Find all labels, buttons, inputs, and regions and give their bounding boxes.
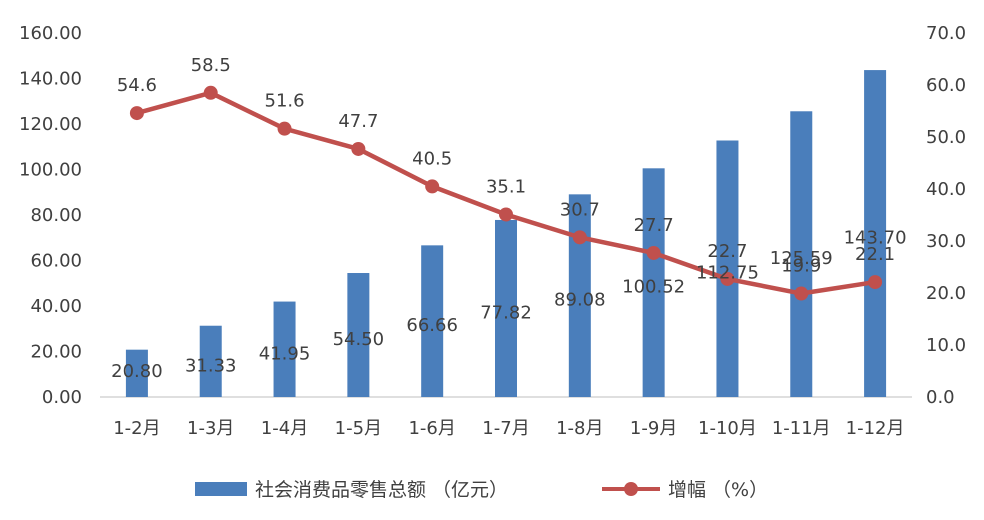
line-data-label: 19.9 [781,256,821,277]
bar [421,245,444,397]
bar [125,349,148,397]
line-data-labels: 54.6 58.5 51.6 47.7 40.5 35.1 30.7 27.7 22.7 19.9… [117,55,895,277]
x-axis-tick-label: 1-12月 [846,418,905,439]
bar-data-label: 20.80 [111,361,163,382]
line-marker [129,106,144,121]
right-axis-tick-label: 20.0 [926,283,966,304]
x-axis-ticks: 1-2月 1-3月 1-4月 1-5月 1-6月 1-7月 1-8月 1-9月 1-10月 1-1… [113,418,904,439]
bar-data-label: 100.52 [622,277,685,298]
line-marker [868,275,883,290]
right-axis-tick-label: 30.0 [926,231,966,252]
x-axis-tick-label: 1-7月 [482,418,529,439]
line-series [129,85,883,301]
left-axis-ticks: 0.00 20.00 40.00 60.00 80.00 100.00 120.00 140.… [19,23,82,408]
bar-data-label: 89.08 [554,290,606,311]
line-marker [425,179,440,194]
bar-data-label: 77.82 [480,302,532,323]
bar [495,219,517,397]
line-marker [572,230,587,245]
bar-data-label: 54.50 [333,329,385,350]
x-axis-tick-label: 1-8月 [556,418,603,439]
line-data-label: 30.7 [560,199,600,220]
bar-data-label: 143.70 [844,228,907,249]
right-axis-tick-label: 60.0 [926,75,966,96]
bar [199,325,222,397]
left-axis-tick-label: 0.00 [42,387,82,408]
left-axis-tick-label: 40.00 [30,296,82,317]
line-data-label: 40.5 [412,148,452,169]
bar [864,70,887,398]
bar-data-labels: 20.80 31.33 41.95 54.50 66.66 77.82 89.08 100.5… [111,228,906,382]
x-axis-tick-label: 1-3月 [187,418,234,439]
right-axis-ticks: 0.0 10.0 20.0 30.0 40.0 50.0 60.0 70.0 [926,23,966,408]
line-data-label: 54.6 [117,75,157,96]
line-marker [351,141,366,156]
left-axis-tick-label: 60.00 [30,251,82,272]
bar-data-label: 125.59 [770,248,833,269]
legend-bar-swatch [195,482,247,496]
bar-data-label: 112.75 [696,263,759,284]
left-axis-tick-label: 140.00 [19,69,82,90]
line-marker [646,245,661,260]
line-data-label: 22.7 [707,241,747,262]
line-data-label: 58.5 [191,55,231,76]
bar [790,111,813,398]
line-data-label: 27.7 [634,215,674,236]
line-marker [499,207,513,222]
bar-data-label: 66.66 [406,315,458,336]
left-axis-tick-label: 100.00 [19,160,82,181]
x-axis-tick-label: 1-10月 [698,418,757,439]
left-axis-tick-label: 120.00 [19,114,82,135]
line-data-label: 51.6 [265,91,305,112]
right-axis-tick-label: 40.0 [926,179,966,200]
bar-data-label: 41.95 [259,343,311,364]
bar [347,273,370,397]
legend-line-label: 增幅 （%） [668,479,768,501]
bar-data-label: 31.33 [185,355,237,376]
right-axis-tick-label: 10.0 [926,335,966,356]
line-marker [720,271,735,286]
x-axis-tick-label: 1-4月 [261,418,308,439]
right-axis-tick-label: 70.0 [926,23,966,44]
line-marker [203,85,218,100]
x-axis-tick-label: 1-6月 [408,418,455,439]
line-data-label: 22.1 [855,244,895,265]
bar-series [125,70,887,398]
right-axis-tick-label: 0.0 [926,387,955,408]
bar [568,194,591,397]
left-axis-tick-label: 20.00 [30,342,82,363]
line-data-label: 35.1 [486,176,526,197]
legend: 社会消费品零售总额 （亿元） 增幅 （%） [195,479,768,501]
left-axis-tick-label: 160.00 [19,23,82,44]
line-data-label: 47.7 [338,111,378,132]
right-axis-tick-label: 50.0 [926,127,966,148]
x-axis-tick-label: 1-11月 [772,418,831,439]
x-axis-tick-label: 1-5月 [335,418,382,439]
line-marker [794,286,809,301]
x-axis-tick-label: 1-9月 [630,418,677,439]
bar [273,301,296,397]
line-marker [277,121,292,136]
left-axis-tick-label: 80.00 [30,205,82,226]
legend-line-marker [624,482,638,496]
bar [716,140,739,397]
bar [642,168,665,397]
x-axis-tick-label: 1-2月 [113,418,160,439]
legend-bar-label: 社会消费品零售总额 （亿元） [255,479,508,501]
